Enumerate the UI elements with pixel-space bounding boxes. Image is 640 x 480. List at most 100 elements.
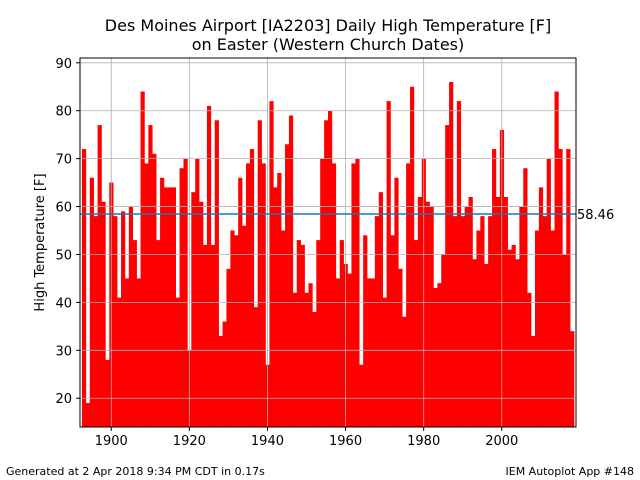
bar [538, 187, 544, 427]
bar [413, 240, 419, 427]
bar [398, 268, 403, 427]
bar [261, 163, 266, 427]
bar [132, 240, 137, 427]
bar [507, 249, 512, 427]
bar [425, 201, 430, 427]
bar [492, 149, 497, 427]
x-tick-label: 1980 [407, 434, 440, 449]
bar [355, 158, 360, 428]
bar [523, 168, 528, 428]
bar [101, 201, 106, 427]
bar [324, 120, 329, 427]
bar [527, 292, 532, 427]
bar [328, 110, 333, 427]
bar [511, 244, 516, 427]
y-tick-label: 20 [55, 392, 72, 407]
bar [113, 216, 118, 427]
y-tick-label: 70 [55, 153, 72, 168]
bar [288, 115, 294, 427]
bar [554, 91, 559, 427]
y-axis-label: High Temperature [F] [33, 173, 48, 311]
bar [460, 216, 465, 427]
bar [476, 230, 481, 427]
bar [558, 149, 563, 427]
bar [429, 206, 434, 427]
bar [550, 230, 555, 427]
bar [312, 311, 317, 427]
bar [97, 125, 102, 427]
bar [433, 288, 438, 427]
bar [320, 158, 325, 428]
bar [363, 235, 368, 427]
bar [249, 149, 255, 427]
bar [316, 240, 321, 427]
bar [277, 173, 282, 427]
bar [484, 264, 489, 427]
bar [441, 254, 446, 427]
bar [378, 192, 383, 427]
bar [437, 283, 442, 427]
bar [281, 230, 286, 427]
bar [191, 192, 196, 427]
bar [519, 206, 524, 427]
bar [410, 86, 415, 428]
chart-title-line1: Des Moines Airport [IA2203] Daily High T… [104, 16, 552, 35]
bar [374, 216, 380, 427]
bar [456, 101, 462, 427]
bar [81, 149, 87, 427]
bar [226, 268, 231, 427]
x-tick-label: 2000 [485, 434, 518, 449]
bar [222, 321, 227, 427]
bar [382, 297, 387, 427]
bar [335, 278, 341, 427]
y-tick-label: 40 [55, 296, 72, 311]
bar [296, 240, 301, 427]
bar [144, 163, 149, 427]
y-tick-label: 30 [55, 344, 72, 359]
x-tick-label: 1900 [95, 434, 128, 449]
bar [206, 105, 212, 427]
bar [257, 120, 262, 427]
bar [121, 211, 126, 427]
bar [304, 292, 309, 427]
bar [203, 244, 208, 427]
bar [468, 196, 473, 427]
bar [156, 240, 161, 427]
bar [359, 364, 364, 427]
bar [339, 240, 344, 427]
footer-generated-text: Generated at 2 Apr 2018 9:34 PM CDT in 0… [6, 465, 265, 478]
y-tick-label: 50 [55, 248, 72, 263]
bar [199, 201, 204, 427]
bar [195, 158, 200, 428]
bar [390, 235, 395, 427]
bar [171, 187, 176, 427]
mean-value-label: 58.46 [577, 208, 614, 223]
y-tick-label: 60 [55, 201, 72, 216]
bar [402, 316, 407, 427]
x-tick-label: 1960 [329, 434, 362, 449]
bar [242, 225, 247, 427]
bar [179, 168, 184, 428]
bar [495, 196, 501, 427]
bar [285, 144, 290, 427]
bar [308, 283, 313, 427]
bar [128, 206, 134, 427]
bar [546, 158, 551, 428]
bar [566, 149, 571, 427]
bar [218, 335, 223, 427]
bar [148, 125, 153, 427]
bar [480, 216, 485, 427]
bar [452, 216, 458, 427]
bar [300, 244, 305, 427]
bar [214, 120, 219, 427]
bar [464, 206, 469, 427]
bar [417, 196, 423, 427]
bar [117, 297, 122, 427]
bar [488, 216, 493, 427]
bar [542, 216, 548, 427]
x-tick-label: 1920 [173, 434, 206, 449]
bar [183, 158, 188, 428]
y-tick-label: 80 [55, 105, 72, 120]
bar [140, 91, 145, 427]
